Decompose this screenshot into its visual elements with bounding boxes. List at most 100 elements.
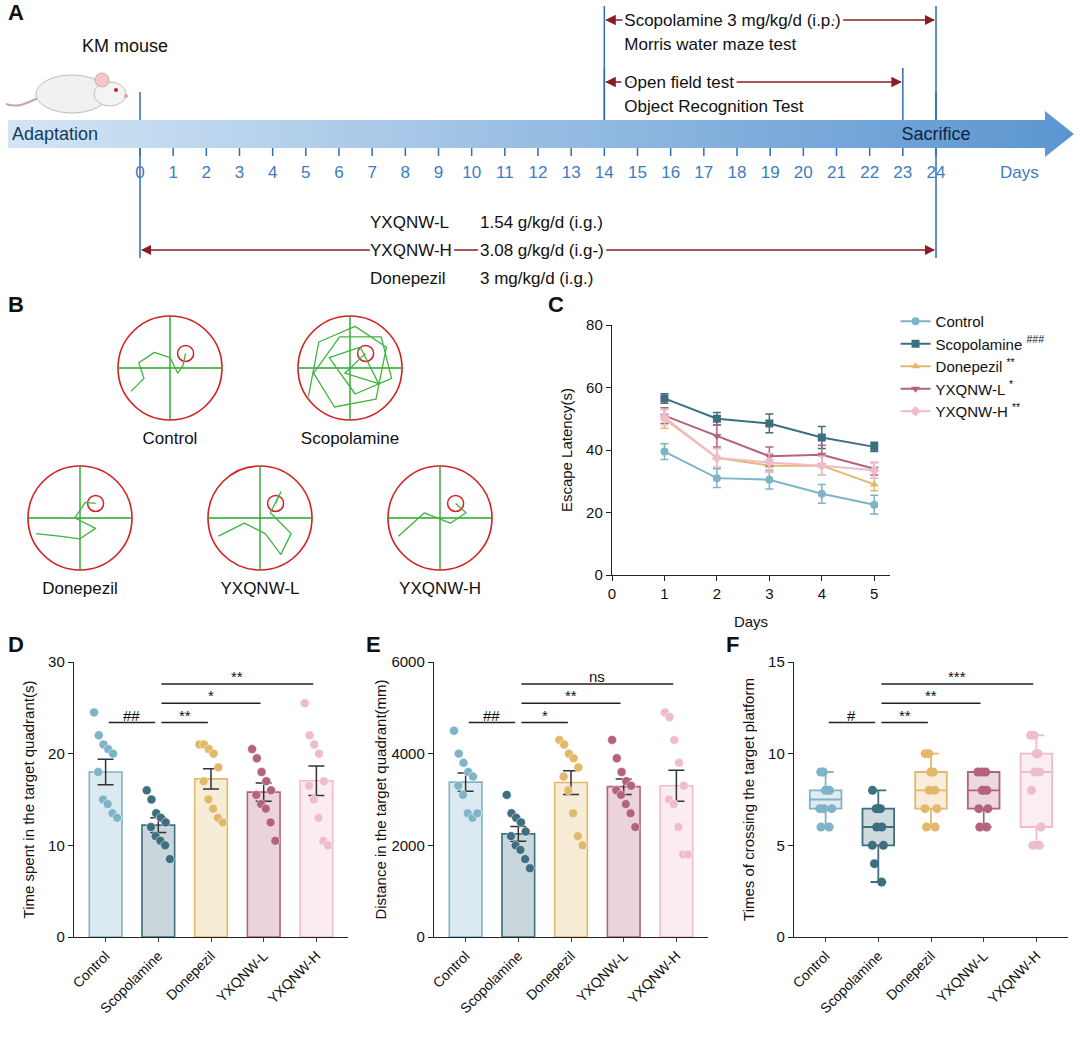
- svg-text:3: 3: [235, 163, 244, 182]
- svg-text:Sacrifice: Sacrifice: [901, 124, 970, 144]
- svg-text:2: 2: [202, 163, 211, 182]
- svg-text:Scopolamine: Scopolamine: [817, 948, 886, 1017]
- svg-text:#: #: [847, 707, 856, 724]
- svg-text:3: 3: [765, 585, 773, 602]
- svg-text:**: **: [925, 687, 937, 704]
- svg-text:YXQNW-L: YXQNW-L: [370, 213, 449, 232]
- svg-text:ns: ns: [589, 668, 605, 685]
- svg-text:Control: Control: [143, 429, 198, 448]
- svg-text:20: 20: [48, 745, 65, 762]
- svg-text:11: 11: [496, 163, 514, 182]
- svg-text:13: 13: [562, 163, 581, 182]
- svg-text:15: 15: [768, 653, 785, 670]
- svg-text:Scopolamine ​###​: Scopolamine ​###​: [936, 333, 1045, 352]
- svg-text:0: 0: [135, 163, 144, 182]
- svg-text:Open field test: Open field test: [624, 73, 734, 92]
- svg-text:Donepezil: Donepezil: [163, 948, 218, 1003]
- svg-text:22: 22: [860, 163, 879, 182]
- svg-text:14: 14: [595, 163, 614, 182]
- svg-text:4: 4: [818, 585, 826, 602]
- svg-text:YXQNW-L: YXQNW-L: [220, 579, 299, 598]
- svg-text:17: 17: [694, 163, 713, 182]
- svg-text:Morris water maze test: Morris water maze test: [624, 35, 796, 54]
- svg-text:4000: 4000: [391, 745, 424, 762]
- svg-text:10: 10: [48, 837, 65, 854]
- svg-text:YXQNW-L: YXQNW-L: [933, 948, 990, 1005]
- svg-text:##: ##: [483, 707, 500, 724]
- svg-text:5: 5: [776, 837, 784, 854]
- svg-text:9: 9: [434, 163, 443, 182]
- svg-text:YXQNW-H: YXQNW-H: [399, 579, 481, 598]
- svg-text:Scopolamine: Scopolamine: [97, 948, 166, 1017]
- svg-text:Control: Control: [69, 948, 112, 991]
- svg-text:21: 21: [827, 163, 846, 182]
- svg-text:YXQNW-H: YXQNW-H: [624, 948, 683, 1007]
- svg-text:Control: Control: [789, 948, 832, 991]
- svg-text:YXQNW-L ​*​: YXQNW-L ​*​: [936, 378, 1013, 397]
- svg-text:6: 6: [334, 163, 343, 182]
- svg-text:24: 24: [927, 163, 946, 182]
- svg-text:19: 19: [761, 163, 780, 182]
- svg-text:Object Recognition Test: Object Recognition Test: [624, 97, 804, 116]
- svg-text:Adaptation: Adaptation: [12, 124, 98, 144]
- svg-text:3.08 g/kg/d (i.g-): 3.08 g/kg/d (i.g-): [480, 241, 604, 260]
- svg-text:Donepezil: Donepezil: [883, 948, 938, 1003]
- svg-text:1: 1: [660, 585, 668, 602]
- svg-text:Donepezil: Donepezil: [523, 948, 578, 1003]
- svg-text:Donepezil: Donepezil: [42, 579, 118, 598]
- svg-text:Scopolamine: Scopolamine: [301, 429, 399, 448]
- svg-text:5: 5: [870, 585, 878, 602]
- svg-text:Scopolamine 3 mg/kg/d (i.p.): Scopolamine 3 mg/kg/d (i.p.): [624, 11, 840, 30]
- svg-text:Distance in the target quadran: Distance in the target quadrant(mm): [372, 679, 389, 919]
- svg-text:YXQNW-L: YXQNW-L: [573, 948, 630, 1005]
- svg-text:##: ##: [123, 707, 140, 724]
- svg-text:YXQNW-H: YXQNW-H: [264, 948, 323, 1007]
- svg-text:Scopolamine: Scopolamine: [457, 948, 526, 1017]
- svg-text:Escape Latency(s): Escape Latency(s): [558, 388, 575, 512]
- svg-text:2: 2: [713, 585, 721, 602]
- svg-text:12: 12: [529, 163, 548, 182]
- svg-text:Days: Days: [1000, 163, 1039, 182]
- svg-text:*: *: [542, 707, 548, 724]
- svg-text:2000: 2000: [391, 837, 424, 854]
- svg-text:20: 20: [794, 163, 813, 182]
- svg-text:5: 5: [301, 163, 310, 182]
- svg-text:30: 30: [48, 653, 65, 670]
- svg-text:0: 0: [608, 585, 616, 602]
- svg-text:3 mg/kg/d (i.g.): 3 mg/kg/d (i.g.): [480, 269, 593, 288]
- svg-text:YXQNW-L: YXQNW-L: [213, 948, 270, 1005]
- svg-text:18: 18: [728, 163, 747, 182]
- svg-text:7: 7: [367, 163, 376, 182]
- svg-text:0: 0: [416, 928, 424, 945]
- svg-text:YXQNW-H ​**​: YXQNW-H ​**​: [936, 401, 1021, 420]
- svg-text:0: 0: [56, 928, 64, 945]
- svg-text:0: 0: [594, 566, 602, 583]
- svg-text:***: ***: [948, 668, 966, 685]
- svg-text:*: *: [208, 687, 214, 704]
- svg-text:Control: Control: [429, 948, 472, 991]
- svg-text:Time spent in the target quadr: Time spent in the target quadrant(s): [20, 681, 37, 919]
- svg-text:10: 10: [462, 163, 481, 182]
- svg-text:**: **: [899, 707, 911, 724]
- svg-text:16: 16: [661, 163, 680, 182]
- svg-text:1.54 g/kg/d (i.g.): 1.54 g/kg/d (i.g.): [480, 213, 603, 232]
- svg-text:4: 4: [268, 163, 277, 182]
- svg-text:Days: Days: [734, 613, 768, 630]
- svg-text:80: 80: [586, 316, 603, 333]
- svg-text:23: 23: [893, 163, 912, 182]
- svg-text:**: **: [179, 707, 191, 724]
- svg-text:YXQNW-H: YXQNW-H: [984, 948, 1043, 1007]
- svg-text:40: 40: [586, 441, 603, 458]
- svg-text:6000: 6000: [391, 653, 424, 670]
- svg-text:1: 1: [168, 163, 177, 182]
- svg-text:**: **: [231, 668, 243, 685]
- svg-text:0: 0: [776, 928, 784, 945]
- svg-text:15: 15: [628, 163, 647, 182]
- svg-text:8: 8: [401, 163, 410, 182]
- svg-text:Control: Control: [936, 313, 984, 330]
- svg-text:60: 60: [586, 379, 603, 396]
- svg-text:YXQNW-H: YXQNW-H: [370, 241, 452, 260]
- svg-text:KM mouse: KM mouse: [82, 36, 168, 56]
- svg-text:Times of crossing the target p: Times of crossing the target platform: [740, 678, 757, 921]
- svg-text:20: 20: [586, 504, 603, 521]
